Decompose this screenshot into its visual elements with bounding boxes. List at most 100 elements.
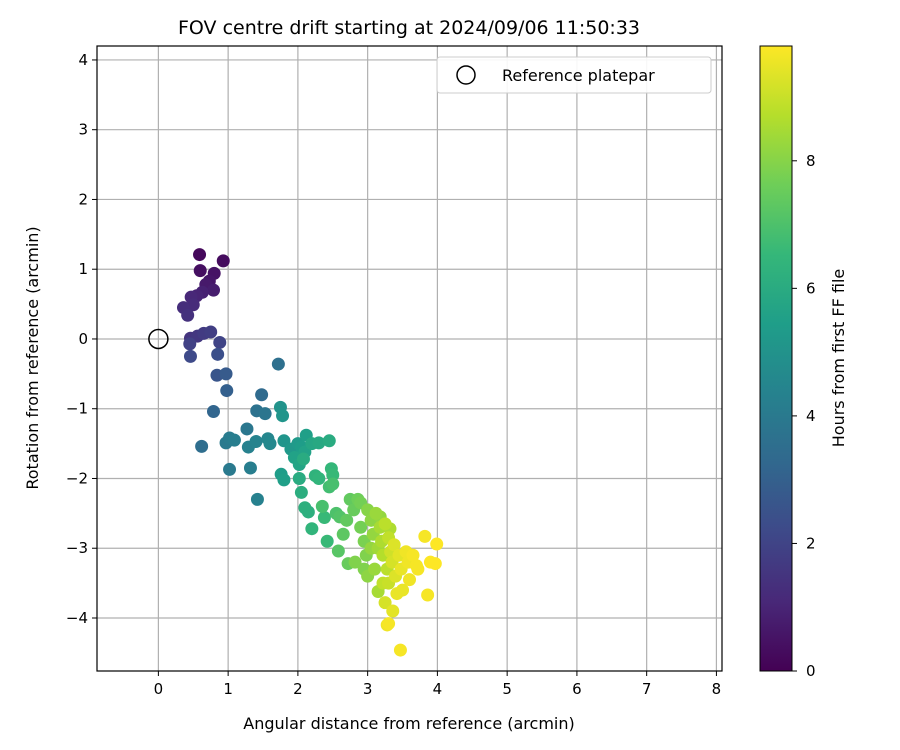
- x-tick-label: 5: [502, 680, 512, 698]
- x-tick-label: 1: [223, 680, 233, 698]
- data-point: [294, 485, 308, 499]
- data-point: [326, 477, 340, 491]
- grid: [97, 46, 722, 671]
- data-point: [250, 492, 264, 506]
- y-axis-label: Rotation from reference (arcmin): [23, 226, 42, 489]
- x-tick-label: 3: [363, 680, 373, 698]
- x-tick-label: 7: [642, 680, 652, 698]
- colorbar: [759, 45, 793, 672]
- data-point: [193, 248, 207, 262]
- y-tick-label: 0: [78, 330, 88, 348]
- data-point: [369, 506, 383, 520]
- colorbar-ticks: 0 2 4 6 8: [792, 152, 816, 680]
- data-point: [223, 462, 237, 476]
- data-point: [348, 555, 362, 569]
- y-tick-label: −2: [66, 469, 88, 487]
- x-tick-label: 4: [433, 680, 443, 698]
- x-tick-label: 6: [572, 680, 582, 698]
- x-axis-ticks: 0 1 2 3 4 5 6 7 8: [154, 671, 722, 698]
- legend-box: [436, 56, 712, 94]
- legend-label: Reference platepar: [502, 66, 655, 85]
- data-point: [386, 604, 400, 618]
- data-point: [387, 538, 401, 552]
- data-point: [382, 617, 396, 631]
- chart-title: FOV centre drift starting at 2024/09/06 …: [178, 17, 640, 39]
- colorbar-tick-label: 2: [806, 534, 816, 552]
- data-point: [292, 471, 306, 485]
- data-point: [206, 405, 220, 419]
- data-point: [219, 367, 233, 381]
- data-point: [430, 537, 444, 551]
- y-tick-label: 3: [78, 121, 88, 139]
- data-point: [255, 388, 269, 402]
- data-point: [390, 587, 404, 601]
- data-point: [406, 548, 420, 562]
- legend-marker-open-circle: [456, 65, 476, 85]
- data-point: [393, 643, 407, 657]
- colorbar-label: Hours from first FF file: [829, 269, 848, 448]
- data-point: [312, 436, 326, 450]
- data-point: [331, 544, 345, 558]
- y-tick-label: 2: [78, 190, 88, 208]
- data-point: [315, 499, 329, 513]
- data-point: [206, 283, 220, 297]
- data-point: [243, 461, 257, 475]
- data-point: [195, 439, 209, 453]
- data-points: [176, 248, 444, 657]
- data-point: [277, 473, 291, 487]
- data-point: [296, 452, 310, 466]
- data-point: [193, 264, 207, 278]
- x-tick-label: 0: [154, 680, 164, 698]
- legend: Reference platepar: [436, 56, 712, 94]
- data-point: [227, 433, 241, 447]
- data-point: [320, 534, 334, 548]
- data-point: [428, 557, 442, 571]
- data-point: [258, 407, 272, 421]
- data-point: [322, 434, 336, 448]
- x-tick-label: 8: [712, 680, 722, 698]
- data-point: [213, 335, 227, 349]
- data-point: [378, 517, 392, 531]
- data-point: [403, 573, 416, 587]
- colorbar-tick-label: 0: [806, 662, 816, 680]
- data-point: [211, 347, 225, 361]
- y-tick-label: −1: [66, 400, 88, 418]
- data-point: [183, 337, 197, 351]
- data-point: [181, 308, 195, 322]
- x-axis-label: Angular distance from reference (arcmin): [243, 714, 574, 733]
- data-point: [216, 254, 230, 268]
- data-point: [240, 422, 254, 436]
- y-axis-ticks: −4 −3 −2 −1 0 1 2 3 4: [66, 51, 97, 627]
- y-tick-label: 1: [78, 260, 88, 278]
- data-point: [340, 513, 354, 527]
- x-tick-label: 2: [293, 680, 303, 698]
- data-point: [276, 409, 290, 423]
- data-point: [368, 562, 382, 576]
- data-point: [305, 522, 319, 536]
- data-point: [220, 384, 234, 398]
- data-point: [263, 437, 277, 451]
- data-point: [336, 527, 350, 541]
- data-point: [378, 596, 392, 610]
- data-point: [301, 505, 315, 519]
- data-point: [418, 529, 432, 543]
- data-point: [411, 562, 425, 576]
- data-point: [271, 357, 285, 371]
- y-tick-label: 4: [78, 51, 88, 69]
- reference-layer: [148, 328, 169, 350]
- plot-frame: [96, 45, 723, 672]
- data-point: [204, 325, 218, 339]
- data-point: [354, 520, 368, 534]
- data-point: [317, 511, 331, 525]
- data-point: [326, 468, 340, 482]
- data-point: [249, 435, 263, 449]
- colorbar-tick-label: 6: [806, 279, 816, 297]
- data-point: [312, 471, 326, 485]
- data-point: [421, 588, 435, 602]
- y-tick-label: −3: [66, 539, 88, 557]
- data-point: [183, 349, 197, 363]
- reference-platepar-marker: [148, 328, 169, 350]
- colorbar-tick-label: 4: [806, 407, 816, 425]
- colorbar-tick-label: 8: [806, 152, 816, 170]
